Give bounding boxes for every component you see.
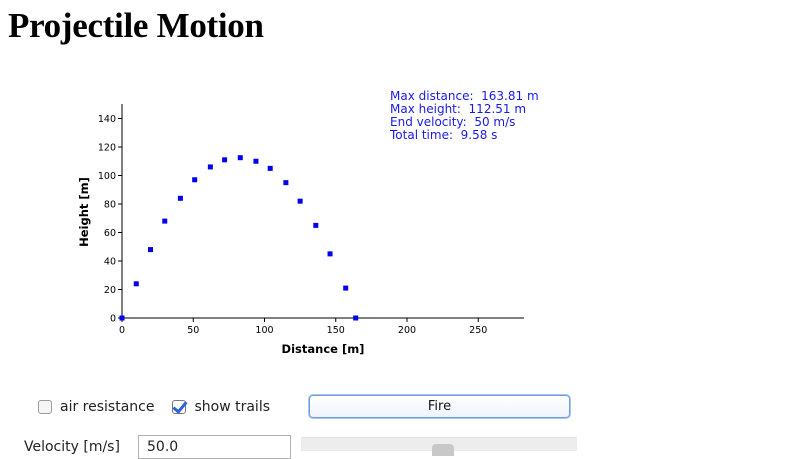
trajectory-point <box>327 251 333 257</box>
trajectory-point <box>313 222 319 228</box>
y-tick-label: 80 <box>104 200 116 211</box>
x-axis-title: Distance [m] <box>282 342 365 356</box>
trajectory-points <box>119 155 359 321</box>
trajectory-point <box>207 164 213 170</box>
velocity-input[interactable] <box>138 435 291 459</box>
trajectory-point <box>297 198 303 204</box>
y-axis-title: Height [m] <box>77 177 91 247</box>
air-resistance-label[interactable]: air resistance <box>60 399 155 415</box>
y-tick-label: 60 <box>104 228 116 239</box>
x-tick-label: 150 <box>327 325 345 336</box>
y-tick-label: 0 <box>110 314 116 325</box>
y-ticks: 0 20 40 60 80 100 120 140 <box>98 114 122 325</box>
chart-axes <box>121 104 524 319</box>
fire-button[interactable]: Fire <box>309 395 570 418</box>
y-tick-label: 100 <box>98 171 116 182</box>
air-resistance-checkbox[interactable] <box>38 400 52 414</box>
x-tick-label: 200 <box>398 325 416 336</box>
x-ticks: 0 50 100 150 200 250 <box>119 318 487 336</box>
stats-panel: Max distance: 163.81 m Max height: 112.5… <box>389 89 539 142</box>
y-tick-label: 140 <box>98 114 116 125</box>
y-tick-label: 120 <box>98 143 116 154</box>
trajectory-point <box>222 157 228 163</box>
trajectory-point <box>119 315 125 321</box>
trajectory-point <box>253 158 259 164</box>
velocity-slider[interactable] <box>301 437 577 456</box>
end-velocity-text: End velocity: 50 m/s <box>390 115 515 129</box>
trajectory-point <box>133 281 139 287</box>
max-height-text: Max height: 112.51 m <box>390 102 526 116</box>
show-trails-label[interactable]: show trails <box>194 399 270 415</box>
y-tick-label: 40 <box>104 257 116 268</box>
x-tick-label: 50 <box>187 325 199 336</box>
trajectory-point <box>192 177 198 183</box>
show-trails-checkbox[interactable] <box>172 400 187 414</box>
x-tick-label: 0 <box>119 325 125 336</box>
trajectory-point <box>177 195 183 201</box>
x-tick-label: 100 <box>255 325 273 336</box>
trajectory-point <box>148 247 153 253</box>
y-tick-label: 20 <box>104 285 116 296</box>
trajectory-point <box>353 315 359 321</box>
max-distance-text: Max distance: 163.81 m <box>390 89 539 103</box>
trajectory-point <box>343 285 349 291</box>
velocity-slider-thumb[interactable] <box>432 444 454 456</box>
trajectory-point <box>162 218 168 224</box>
trajectory-point <box>237 155 243 161</box>
x-tick-label: 250 <box>469 325 487 336</box>
options-row: air resistance show trails <box>38 393 288 421</box>
trajectory-point <box>267 165 273 171</box>
velocity-label: Velocity [m/s] <box>24 439 120 455</box>
total-time-text: Total time: 9.58 s <box>389 128 497 142</box>
trajectory-point <box>283 180 289 186</box>
page-title: Projectile Motion <box>8 6 264 45</box>
